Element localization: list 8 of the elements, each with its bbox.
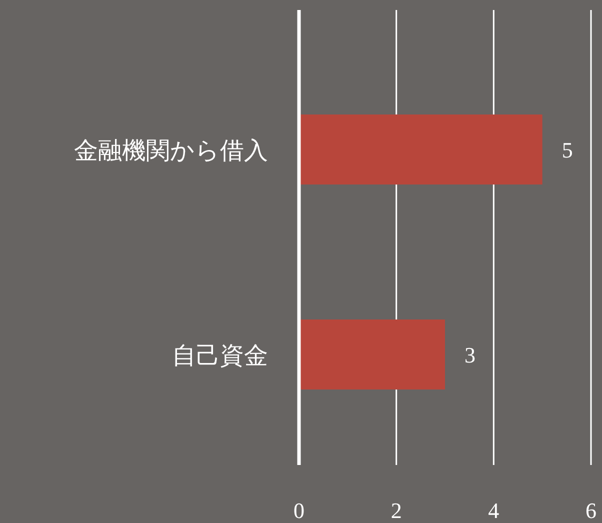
y-tick-label: 自己資金	[172, 342, 268, 370]
data-label: 3	[464, 342, 476, 368]
data-label: 5	[562, 138, 573, 162]
x-tick-label: 2	[390, 498, 402, 523]
x-tick-label: 0	[294, 498, 304, 523]
y-tick-label: 金融機関から借入	[74, 136, 268, 164]
x-tick-label: 4	[488, 498, 500, 523]
x-tick-label: 6	[586, 498, 596, 523]
